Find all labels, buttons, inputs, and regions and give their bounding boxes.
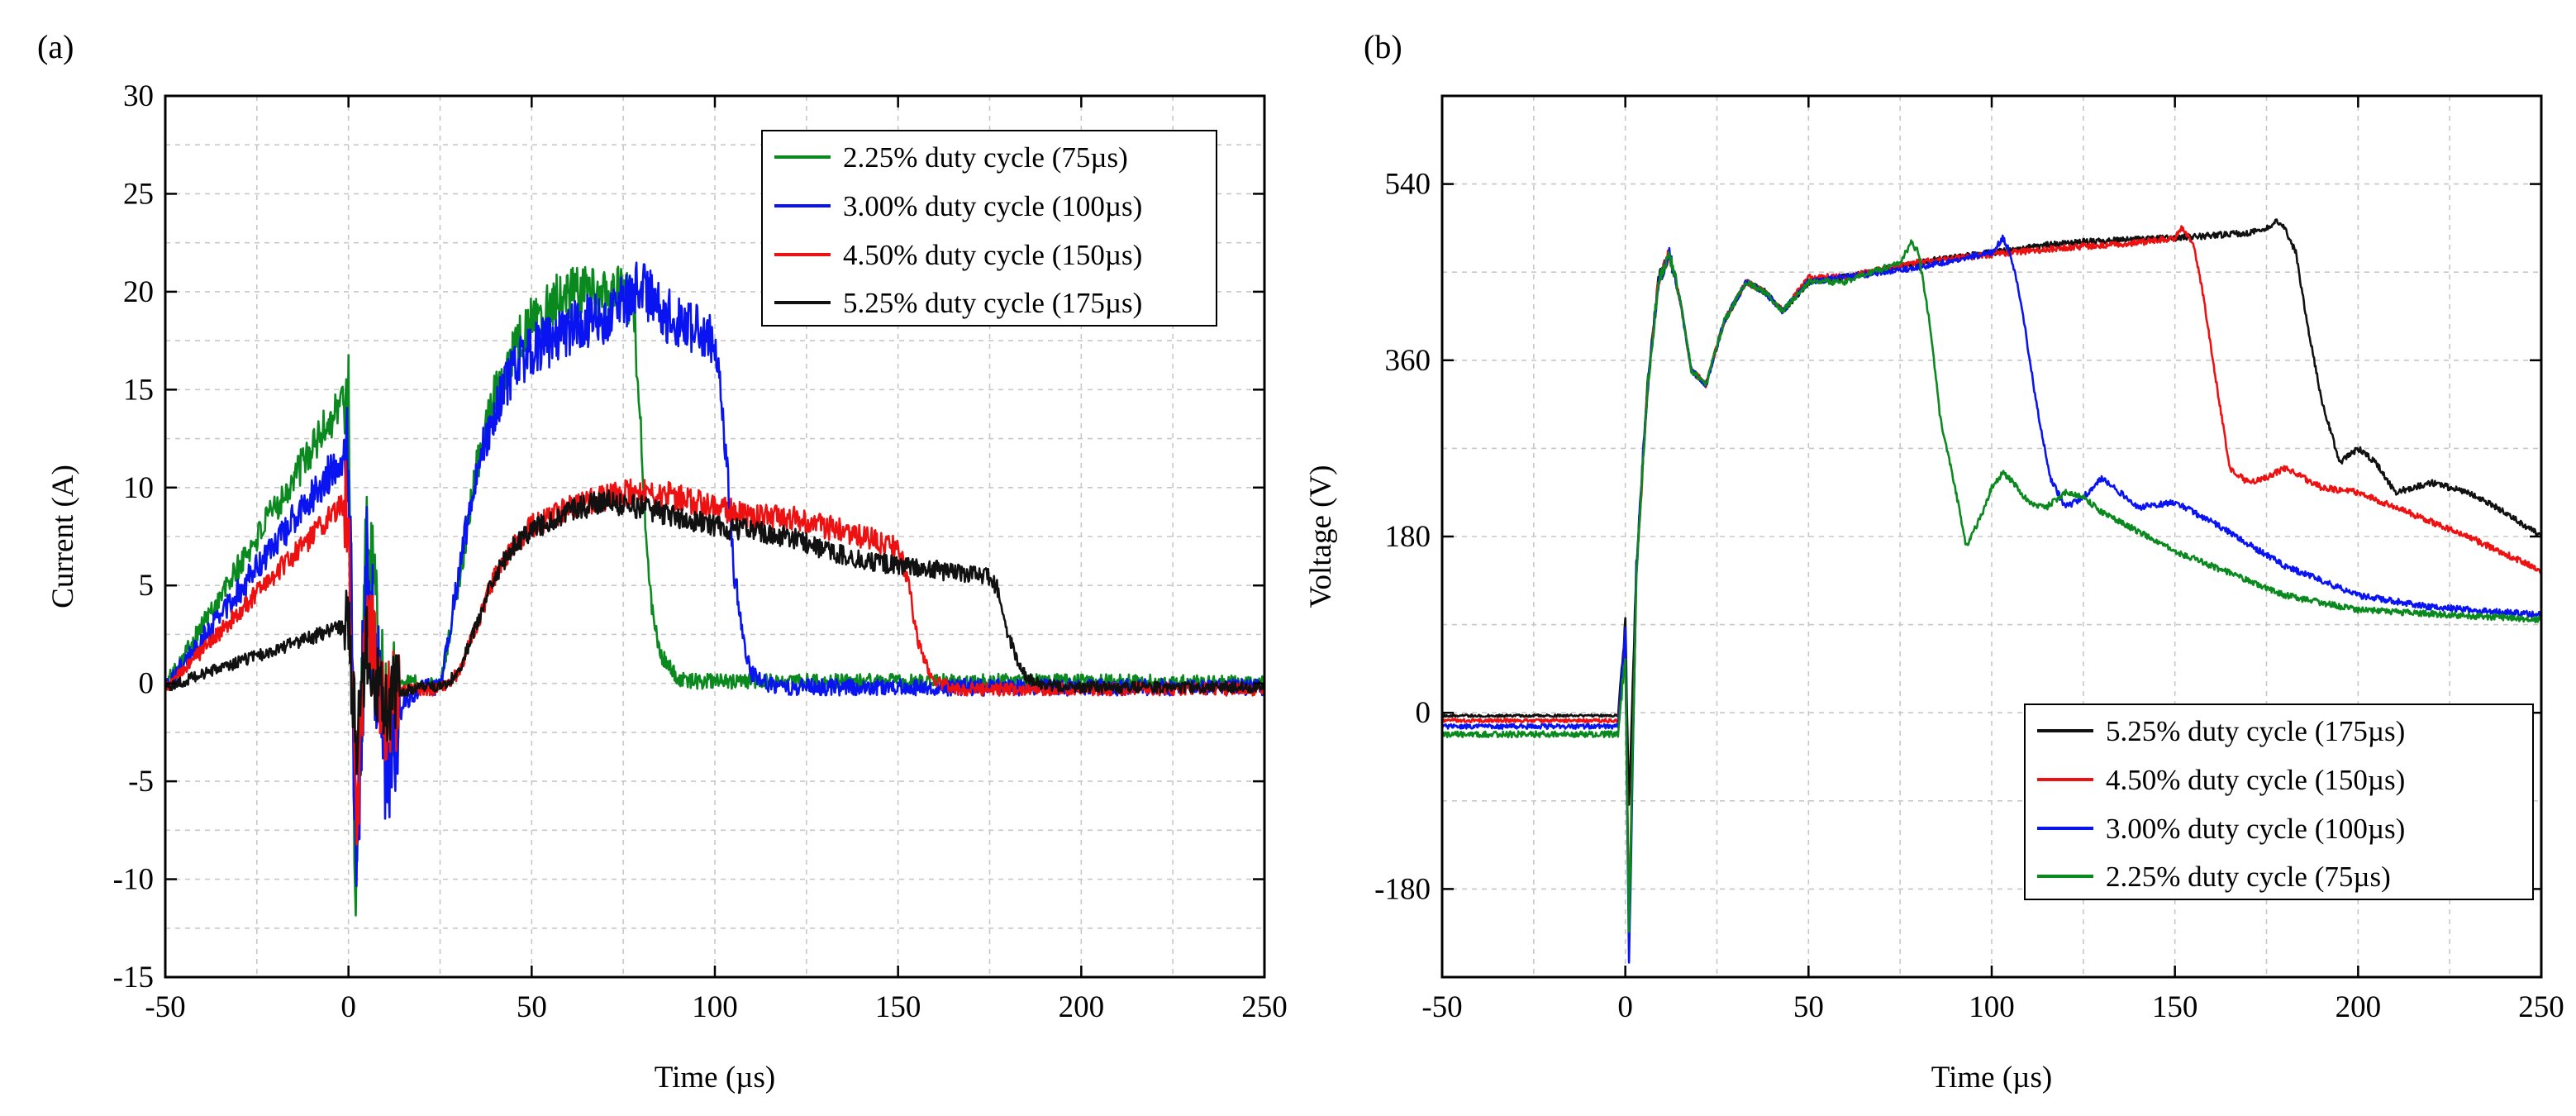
x-tick-label: 100 — [1969, 990, 2015, 1024]
series-line-a-0 — [164, 265, 1266, 917]
x-tick-label: 200 — [1059, 990, 1105, 1024]
panel-a-legend-box — [761, 130, 1217, 327]
legend-label-a-2: 4.50% duty cycle (150µs) — [843, 239, 1142, 271]
legend-label-b-2: 3.00% duty cycle (100µs) — [2106, 813, 2405, 845]
y-tick-label: 5 — [139, 569, 155, 603]
x-tick-label: 250 — [2518, 990, 2564, 1024]
panel-a-series-group — [164, 261, 1266, 917]
series-line-b-2 — [1441, 234, 2542, 964]
series-line-a-3 — [164, 489, 1266, 775]
y-tick-label: 10 — [123, 471, 154, 505]
legend-label-b-0: 5.25% duty cycle (175µs) — [2106, 715, 2405, 747]
x-tick-label: 50 — [1793, 990, 1824, 1024]
y-tick-label: 360 — [1385, 344, 1431, 378]
panel-a-x-axis-title: Time (µs) — [655, 1061, 775, 1095]
y-tick-label: 15 — [123, 373, 154, 407]
x-tick-label: 50 — [517, 990, 547, 1024]
y-tick-label: 0 — [1416, 696, 1431, 730]
legend-label-b-3: 2.25% duty cycle (75µs) — [2106, 861, 2391, 893]
x-tick-label: 100 — [692, 990, 738, 1024]
x-tick-label: 250 — [1241, 990, 1288, 1024]
legend-label-a-3: 5.25% duty cycle (175µs) — [843, 287, 1142, 319]
y-tick-label: -10 — [113, 863, 154, 897]
panel-b-y-axis-title: Voltage (V) — [1304, 465, 1338, 608]
y-tick-label: -5 — [128, 765, 154, 799]
series-line-b-3 — [1440, 239, 2542, 933]
panel-a-y-axis-title: Current (A) — [46, 465, 80, 608]
x-tick-label: 0 — [340, 990, 356, 1024]
legend-label-a-1: 3.00% duty cycle (100µs) — [843, 190, 1142, 222]
x-tick-label: -50 — [1421, 990, 1462, 1024]
y-tick-label: -15 — [113, 961, 154, 994]
y-tick-label: 0 — [139, 667, 155, 701]
panel-b-voltage-chart: (b) -50 0 50 100 150 200 250 -180 0 180 360 540 Tim… — [1304, 28, 2564, 1095]
x-tick-label: 0 — [1617, 990, 1633, 1024]
panel-a-legend: 2.25% duty cycle (75µs) 3.00% duty cycle… — [761, 130, 1217, 327]
x-tick-label: 150 — [875, 990, 921, 1024]
panel-b-legend-box — [2024, 703, 2534, 900]
panel-label-b: (b) — [1364, 28, 1402, 65]
y-tick-label: 30 — [123, 79, 154, 113]
panel-label-a: (a) — [37, 28, 74, 65]
x-tick-label: 150 — [2152, 990, 2198, 1024]
panel-a-current-chart: (a) -50 0 50 100 150 200 250-15-10-50510152025… — [37, 28, 1288, 1095]
y-tick-label: 25 — [123, 177, 154, 211]
legend-label-a-0: 2.25% duty cycle (75µs) — [843, 141, 1128, 174]
x-tick-label: -50 — [145, 990, 185, 1024]
y-tick-label: -180 — [1374, 872, 1431, 906]
legend-label-b-1: 4.50% duty cycle (150µs) — [2106, 764, 2405, 796]
panel-b-x-axis-title: Time (µs) — [1931, 1061, 2052, 1095]
y-tick-label: 180 — [1385, 520, 1431, 554]
y-tick-label: 540 — [1385, 168, 1431, 202]
panel-b-ticks: -50 0 50 100 150 200 250 -180 0 180 360 540 — [1374, 96, 2564, 1024]
y-tick-label: 20 — [123, 275, 154, 309]
x-tick-label: 200 — [2336, 990, 2382, 1024]
panel-b-legend: 5.25% duty cycle (175µs) 4.50% duty cycl… — [2024, 703, 2534, 900]
panel-b-series-group — [1440, 218, 2543, 964]
